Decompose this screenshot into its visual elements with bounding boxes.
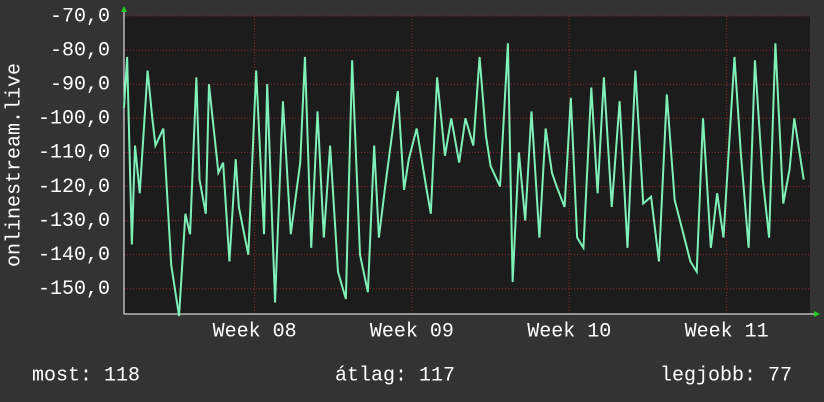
footer-current: most: 118 <box>32 364 140 387</box>
x-tick-label: Week 11 <box>685 320 769 343</box>
x-tick-label: Week 08 <box>213 320 297 343</box>
x-tick-label: Week 10 <box>527 320 611 343</box>
footer-best: legjobb: 77 <box>660 364 792 387</box>
y-tick-label: -130,0 <box>38 210 110 233</box>
y-tick-label: -110,0 <box>38 142 110 165</box>
y-tick-label: -150,0 <box>38 278 110 301</box>
y-axis-label: onlinestream.live <box>3 63 26 267</box>
y-tick-label: -120,0 <box>38 176 110 199</box>
plot-area <box>124 16 810 314</box>
axis-arrow <box>121 6 127 12</box>
y-tick-label: -140,0 <box>38 244 110 267</box>
axis-arrow <box>814 311 820 317</box>
y-tick-label: -90,0 <box>50 73 110 96</box>
x-tick-label: Week 09 <box>370 320 454 343</box>
data-line <box>123 43 805 317</box>
footer-average: átlag: 117 <box>335 364 455 387</box>
y-tick-label: -80,0 <box>50 39 110 62</box>
y-tick-label: -70,0 <box>50 5 110 28</box>
y-tick-label: -100,0 <box>38 108 110 131</box>
